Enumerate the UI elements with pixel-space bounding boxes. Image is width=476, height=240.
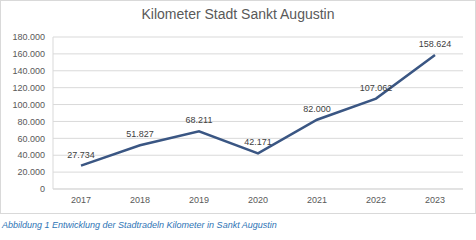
svg-text:80.000: 80.000 — [17, 117, 45, 127]
svg-text:2018: 2018 — [130, 195, 150, 205]
svg-text:0: 0 — [40, 184, 45, 194]
svg-text:140.000: 140.000 — [12, 66, 45, 76]
svg-text:2020: 2020 — [248, 195, 268, 205]
html-text:Abbildung 1 Entwicklung der St: Abbildung 1 Entwicklung der Stadtradeln … — [2, 220, 277, 230]
svg-text:27.734: 27.734 — [67, 150, 95, 160]
svg-text:82.000: 82.000 — [303, 104, 331, 114]
svg-text:40.000: 40.000 — [17, 150, 45, 160]
svg-text:2022: 2022 — [366, 195, 386, 205]
svg-text:158.624: 158.624 — [419, 39, 452, 49]
svg-text:100.000: 100.000 — [12, 100, 45, 110]
html-text:Kilometer Stadt Sankt Augustin: Kilometer Stadt Sankt Augustin — [141, 6, 335, 22]
svg-text:180.000: 180.000 — [12, 32, 45, 42]
svg-text:60.000: 60.000 — [17, 134, 45, 144]
svg-text:107.062: 107.062 — [360, 83, 393, 93]
svg-text:2021: 2021 — [307, 195, 327, 205]
svg-text:20.000: 20.000 — [17, 167, 45, 177]
svg-text:120.000: 120.000 — [12, 83, 45, 93]
svg-text:2023: 2023 — [425, 195, 445, 205]
svg-text:42.171: 42.171 — [244, 137, 272, 147]
svg-text:2019: 2019 — [189, 195, 209, 205]
svg-text:2017: 2017 — [71, 195, 91, 205]
svg-text:51.827: 51.827 — [126, 129, 154, 139]
svg-text:68.211: 68.211 — [186, 115, 213, 125]
svg-text:160.000: 160.000 — [12, 49, 45, 59]
